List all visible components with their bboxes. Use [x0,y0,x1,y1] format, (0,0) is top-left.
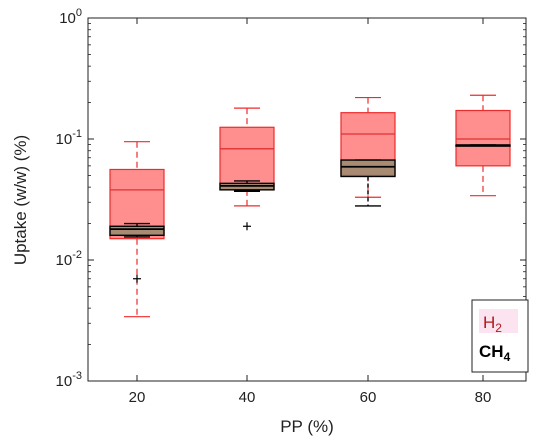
x-tick-label-60: 60 [360,389,377,406]
outlier-ch4-40 [243,222,251,231]
outlier-ch4-20 [133,274,141,283]
legend-h2-highlight [479,309,518,333]
x-tick-label-40: 40 [239,389,256,406]
box-ch4-20 [109,225,165,237]
plot-frame [87,17,527,382]
y-tick-label--2: 10-2 [56,249,82,269]
boxes-layer [109,94,511,318]
axes-layer: 100 10-1 10-2 10-3 20 40 60 80 [56,7,526,406]
box-h2-80 [455,109,511,167]
box-ch4-60 [340,159,396,178]
x-tick-label-20: 20 [129,389,146,406]
legend-h2-label: H2 [483,313,502,335]
legend: H2 CH4 [471,299,529,373]
y-tick-label--3: 10-3 [56,370,82,390]
y-axis-label: Uptake (w/w) (%) [11,135,30,265]
x-axis-label: PP (%) [280,417,334,436]
x-tick-label-80: 80 [475,389,492,406]
legend-ch4-label: CH4 [479,342,511,364]
y-tick-label-0: 100 [59,7,82,27]
y-tick-label--1: 10-1 [56,128,82,148]
